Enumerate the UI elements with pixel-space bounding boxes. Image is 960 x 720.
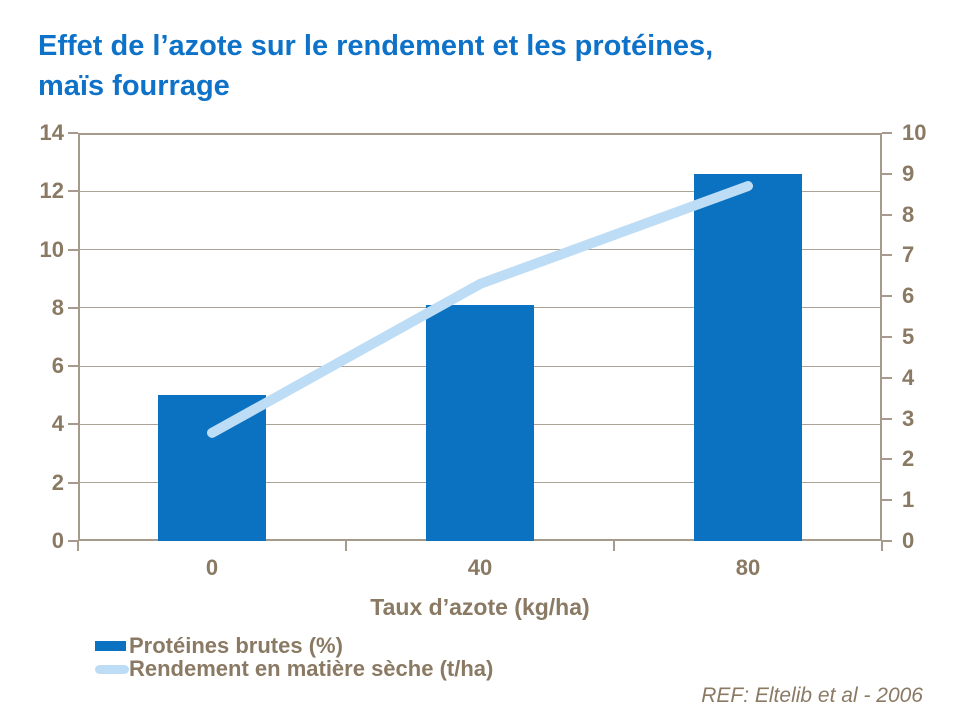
chart-title: Effet de l’azote sur le rendement et les… (38, 26, 713, 106)
x-tick-label-80: 80 (735, 555, 761, 580)
y-right-tick-label-5: 5 (902, 324, 915, 349)
y-right-tick-label-6: 6 (902, 283, 915, 309)
x-axis-tick-mark (881, 541, 883, 551)
y-right-tick-label-1: 1 (902, 487, 915, 513)
bar-proteines-0 (158, 395, 266, 541)
legend-item-rendement: Rendement en matière sèche (t/ha) (95, 657, 493, 680)
y-left-tick-label-4: 4 (51, 411, 64, 437)
bar-proteines-80 (694, 173, 802, 541)
chart-title-line2: maïs fourrage (38, 70, 230, 102)
y-right-tick-mark (882, 295, 892, 298)
x-axis-tick-mark (345, 541, 347, 551)
y-left-tick-mark (68, 306, 78, 309)
y-right-tick-mark (882, 132, 892, 134)
y-left-tick-label-8: 8 (51, 294, 64, 320)
y-right-tick-label-2: 2 (902, 446, 915, 472)
legend-line-swatch (95, 657, 129, 674)
y-left-tick-label-0: 0 (51, 528, 64, 553)
y-left-tick-mark (68, 365, 78, 368)
y-right-tick-label-10: 10 (902, 120, 927, 145)
y-right-tick-label-3: 3 (902, 405, 915, 431)
x-axis-title: Taux d’azote (kg/ha) (370, 594, 590, 620)
y-left-tick-label-14: 14 (39, 120, 64, 145)
y-right-tick-mark (882, 376, 892, 379)
reference-citation: REF: Eltelib et al - 2006 (701, 684, 923, 707)
x-axis-tick-mark (77, 541, 79, 551)
y-left-tick-mark (68, 132, 78, 134)
y-right-tick-mark (882, 336, 892, 338)
bar-proteines-40 (426, 304, 534, 541)
line-swatch-icon (95, 665, 129, 674)
y-right-tick-label-0: 0 (902, 528, 915, 553)
legend: Protéines brutes (%) Rendement en matièr… (95, 634, 493, 680)
chart-title-line1: Effet de l’azote sur le rendement et les… (38, 30, 714, 62)
y-right-tick-label-9: 9 (902, 160, 915, 186)
y-left-tick-label-12: 12 (39, 178, 64, 204)
y-left-tick-mark (68, 481, 78, 484)
legend-label-rendement: Rendement en matière sèche (t/ha) (129, 656, 494, 681)
y-right-tick-mark (882, 458, 892, 461)
y-right-tick-mark (882, 254, 892, 257)
y-right-tick-mark (882, 417, 892, 420)
y-left-tick-mark (68, 248, 78, 251)
bar-swatch-icon (95, 641, 126, 651)
legend-label-proteines: Protéines brutes (%) (129, 633, 343, 658)
y-right-tick-mark (882, 499, 892, 502)
legend-bar-swatch (95, 634, 129, 651)
y-left-tick-mark (68, 423, 78, 426)
y-right-tick-label-8: 8 (902, 201, 915, 227)
y-right-tick-mark (882, 540, 892, 542)
y-left-tick-label-2: 2 (51, 469, 64, 495)
x-tick-label-40: 40 (467, 555, 493, 580)
legend-item-proteines-brutes: Protéines brutes (%) (95, 634, 493, 657)
y-right-tick-label-7: 7 (902, 242, 915, 268)
y-right-tick-mark (882, 172, 892, 175)
x-tick-label-0: 0 (205, 555, 219, 580)
y-right-tick-label-4: 4 (902, 364, 915, 390)
y-right-tick-mark (882, 213, 892, 216)
y-left-tick-mark (68, 540, 78, 542)
y-left-tick-mark (68, 190, 78, 193)
y-left-tick-label-6: 6 (51, 353, 64, 379)
x-axis-tick-mark (613, 541, 615, 551)
y-left-tick-label-10: 10 (39, 236, 64, 262)
